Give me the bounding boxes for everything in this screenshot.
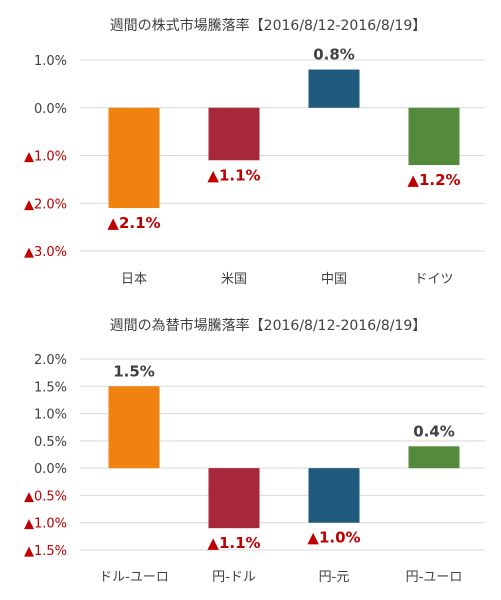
y-tick-label: 0.5% bbox=[34, 435, 67, 450]
data-label: ▲1.1% bbox=[207, 166, 260, 184]
y-tick-label: ▲2.0% bbox=[24, 197, 67, 212]
y-tick-label: 0.0% bbox=[34, 102, 67, 117]
category-label: 円-元 bbox=[319, 570, 350, 585]
y-tick-label: 2.0% bbox=[34, 353, 67, 368]
data-label: 0.4% bbox=[413, 422, 455, 440]
bar bbox=[408, 446, 460, 469]
y-tick-label: ▲1.0% bbox=[24, 150, 67, 165]
category-label: 円-ドル bbox=[212, 570, 256, 585]
fx-market-chart: 週間の為替市場騰落率【2016/8/12-2016/8/19】 2.0% 1.5% 1… bbox=[24, 317, 485, 585]
category-label: ドイツ bbox=[414, 272, 453, 287]
category-label: ドル-ユーロ bbox=[99, 570, 169, 585]
data-label: ▲1.1% bbox=[207, 534, 260, 552]
bar bbox=[308, 69, 360, 108]
data-label: ▲1.0% bbox=[307, 529, 360, 547]
bar bbox=[208, 107, 260, 161]
y-tick-label: ▲1.0% bbox=[24, 517, 67, 532]
data-label: ▲1.2% bbox=[407, 171, 460, 189]
bar bbox=[408, 107, 460, 166]
y-tick-label: ▲1.5% bbox=[24, 544, 67, 559]
category-label: 中国 bbox=[321, 272, 347, 287]
bar bbox=[108, 107, 160, 209]
chart-title: 週間の株式市場騰落率【2016/8/12-2016/8/19】 bbox=[110, 17, 427, 34]
y-tick-label: ▲3.0% bbox=[24, 245, 67, 260]
data-label: 0.8% bbox=[313, 46, 355, 64]
bar bbox=[208, 468, 260, 529]
data-label: 1.5% bbox=[113, 362, 155, 380]
stock-market-chart: 週間の株式市場騰落率【2016/8/12-2016/8/19】 1.0% 0.0% ▲… bbox=[24, 17, 485, 287]
y-tick-label: ▲0.5% bbox=[24, 489, 67, 504]
category-label: 米国 bbox=[221, 272, 247, 287]
category-label: 円-ユーロ bbox=[406, 570, 463, 585]
chart-title: 週間の為替市場騰落率【2016/8/12-2016/8/19】 bbox=[110, 317, 427, 334]
category-label: 日本 bbox=[121, 272, 147, 287]
y-tick-label: 1.0% bbox=[34, 54, 67, 69]
data-label: ▲2.1% bbox=[107, 214, 160, 232]
y-tick-label: 1.0% bbox=[34, 408, 67, 423]
y-tick-label: 0.0% bbox=[34, 462, 67, 477]
y-tick-label: 1.5% bbox=[34, 380, 67, 395]
bar bbox=[308, 468, 360, 523]
bar bbox=[108, 386, 160, 469]
